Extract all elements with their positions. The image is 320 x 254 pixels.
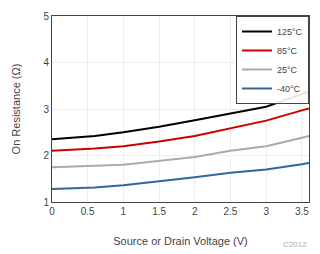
svg-text:85°C: 85°C — [277, 46, 298, 56]
svg-text:2: 2 — [192, 206, 198, 217]
svg-text:4: 4 — [43, 57, 49, 68]
svg-text:3.5: 3.5 — [295, 206, 309, 217]
svg-text:On Resistance (Ω): On Resistance (Ω) — [10, 64, 22, 155]
svg-text:0: 0 — [49, 206, 55, 217]
svg-text:2.5: 2.5 — [224, 206, 238, 217]
svg-text:5: 5 — [43, 11, 49, 22]
svg-text:1.5: 1.5 — [152, 206, 166, 217]
svg-text:25°C: 25°C — [277, 65, 298, 75]
svg-text:125°C: 125°C — [277, 27, 303, 37]
svg-text:0.5: 0.5 — [81, 206, 95, 217]
svg-text:C2012: C2012 — [283, 240, 307, 249]
svg-text:3: 3 — [43, 104, 49, 115]
svg-text:Source or Drain Voltage (V): Source or Drain Voltage (V) — [113, 235, 248, 247]
svg-text:1: 1 — [121, 206, 127, 217]
svg-text:3: 3 — [263, 206, 269, 217]
svg-text:2: 2 — [43, 150, 49, 161]
svg-text:-40°C: -40°C — [277, 84, 301, 94]
svg-text:1: 1 — [43, 197, 49, 208]
